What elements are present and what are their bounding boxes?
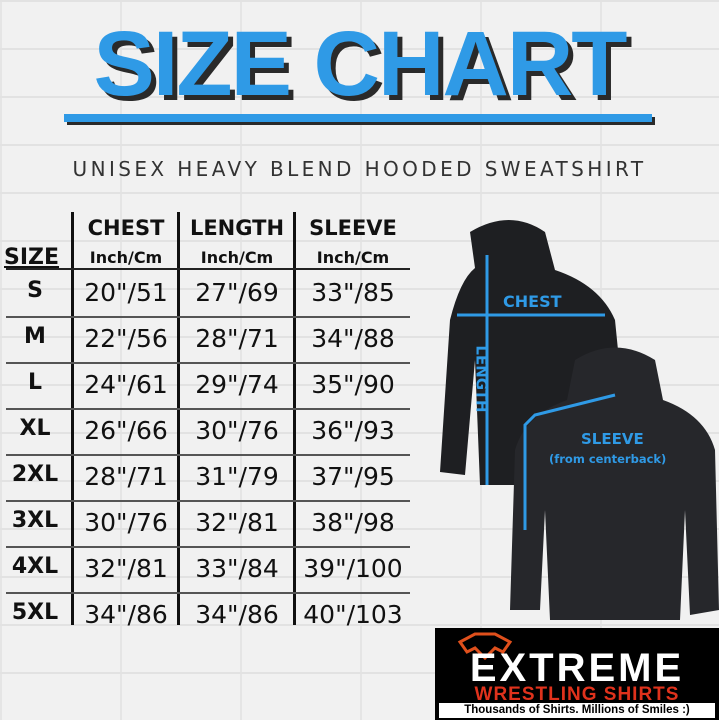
measurement-cell: 37"/95 (311, 462, 395, 491)
row-divider (6, 316, 410, 318)
title-underline (64, 114, 652, 122)
measurement-cell: 32"/81 (195, 508, 279, 537)
size-label: M (24, 324, 46, 349)
header-underline (6, 268, 410, 270)
row-divider (6, 546, 410, 548)
size-header: SIZE (4, 245, 60, 270)
size-label: S (27, 278, 43, 303)
row-divider (6, 592, 410, 594)
hoodie-back (510, 347, 719, 620)
measurement-cell: 30"/76 (84, 508, 168, 537)
measurement-cell: 26"/66 (84, 416, 168, 445)
measurement-cell: 35"/90 (311, 370, 395, 399)
measurement-cell: 36"/93 (311, 416, 395, 445)
divider (293, 212, 296, 625)
hoodie-diagram (440, 220, 719, 620)
measurement-cell: 34"/86 (195, 600, 279, 629)
measurement-cell: 32"/81 (84, 554, 168, 583)
row-divider (6, 454, 410, 456)
measurement-cell: 31"/79 (195, 462, 279, 491)
page-title: SIZE CHART (93, 13, 628, 115)
size-label: L (27, 370, 43, 395)
size-label: 4XL (11, 554, 59, 579)
subtitle: UNISEX HEAVY BLEND HOODED SWEATSHIRT (72, 157, 647, 181)
row-divider (6, 500, 410, 502)
divider (71, 212, 74, 625)
brand-logo: EXTREME WRESTLING SHIRTS Thousands of Sh… (435, 628, 719, 720)
column-unit: Inch/Cm (316, 248, 390, 267)
measurement-cell: 24"/61 (84, 370, 168, 399)
sleeve-note: (from centerback) (549, 452, 667, 466)
measurement-cell: 27"/69 (195, 278, 279, 307)
measurement-cell: 33"/85 (311, 278, 395, 307)
measurement-cell: 33"/84 (195, 554, 279, 583)
measurement-cell: 29"/74 (195, 370, 279, 399)
measurement-cell: 28"/71 (195, 324, 279, 353)
logo-sub: WRESTLING SHIRTS (474, 684, 680, 705)
measurement-cell: 34"/86 (84, 600, 168, 629)
logo-tagline: Thousands of Shirts. Millions of Smiles … (439, 703, 715, 718)
measurement-cell: 20"/51 (84, 278, 168, 307)
measurement-cell: 30"/76 (195, 416, 279, 445)
column-unit: Inch/Cm (89, 248, 163, 267)
measurement-cell: 39"/100 (303, 554, 403, 583)
row-divider (6, 362, 410, 364)
length-label: LENGTH (472, 345, 491, 413)
shirt-logo-icon (457, 632, 513, 660)
measurement-cell: 38"/98 (311, 508, 395, 537)
column-header: CHEST (87, 216, 165, 240)
measurement-cell: 28"/71 (84, 462, 168, 491)
size-label: 2XL (11, 462, 59, 487)
measurement-cell: 34"/88 (311, 324, 395, 353)
column-header: SLEEVE (309, 216, 397, 240)
size-label: 3XL (11, 508, 59, 533)
column-header: LENGTH (189, 216, 285, 240)
chest-label: CHEST (503, 292, 562, 311)
logo-main: EXTREME (469, 646, 685, 690)
measurement-cell: 40"/103 (303, 600, 403, 629)
size-label: XL (19, 416, 51, 441)
size-label: 5XL (11, 600, 59, 625)
sleeve-label: SLEEVE (581, 430, 644, 448)
measurement-cell: 22"/56 (84, 324, 168, 353)
row-divider (6, 408, 410, 410)
column-unit: Inch/Cm (200, 248, 274, 267)
divider (177, 212, 180, 625)
